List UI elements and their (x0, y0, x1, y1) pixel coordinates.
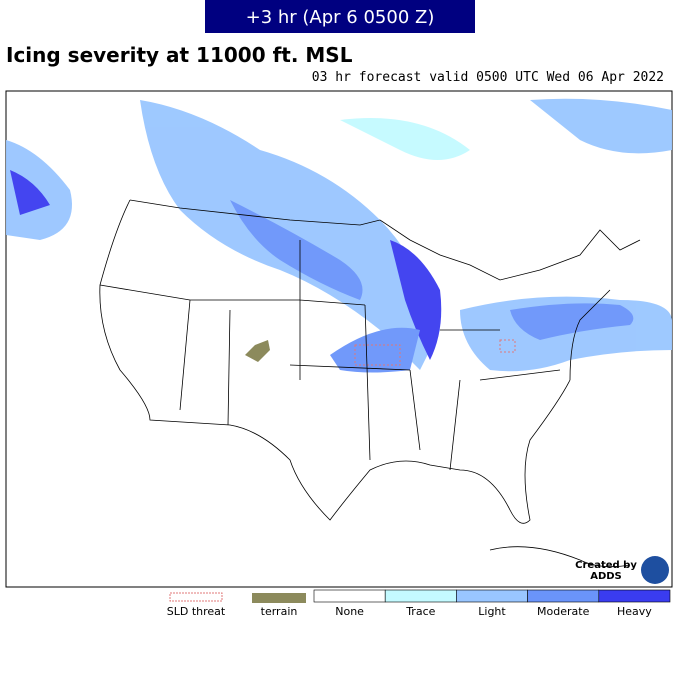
icing-area (390, 240, 442, 360)
icing-area (510, 303, 634, 340)
state-lines (99, 240, 561, 471)
badge-text: +3 hr (Apr 6 0500 Z) (246, 7, 435, 28)
legend-swatch (252, 593, 306, 603)
credit-line: ADDS (590, 571, 622, 582)
terrain-areas (245, 340, 270, 362)
caribbean (489, 546, 631, 568)
sld-area (354, 344, 401, 366)
terrain-area (245, 340, 270, 362)
title: Icing severity at 11000 ft. MSL (6, 43, 353, 67)
boundaries (99, 199, 641, 568)
legend-swatch (598, 589, 671, 603)
legend-label: SLD threat (167, 605, 226, 618)
legend-swatch (169, 592, 223, 602)
legend-swatch (527, 589, 600, 603)
legend-label: None (335, 605, 364, 618)
credit-line: Created by (575, 560, 637, 571)
icing-area (330, 327, 420, 373)
legend: SLD threat terrain None Trace Light Moderate H… (167, 589, 671, 618)
icing-areas (6, 98, 672, 373)
icing-area (6, 140, 72, 240)
icing-area (10, 170, 50, 215)
sld-areas (354, 339, 516, 366)
legend-label: terrain (261, 605, 298, 618)
noaa-logo (641, 556, 669, 584)
subtitle: 03 hr forecast valid 0500 UTC Wed 06 Apr… (312, 70, 664, 85)
icing-area (530, 98, 672, 154)
sld-area (499, 339, 516, 353)
legend-swatch (456, 589, 528, 603)
legend-swatch (384, 589, 457, 603)
icing-area (340, 118, 470, 160)
legend-swatch (313, 589, 386, 603)
map: Created by ADDS (5, 90, 673, 588)
icing-area (230, 200, 363, 300)
legend-label: Light (478, 605, 506, 618)
badge-box (205, 0, 475, 33)
legend-label: Moderate (537, 605, 590, 618)
legend-label: Heavy (617, 605, 652, 618)
coastline (99, 199, 641, 524)
legend-label: Trace (405, 605, 435, 618)
